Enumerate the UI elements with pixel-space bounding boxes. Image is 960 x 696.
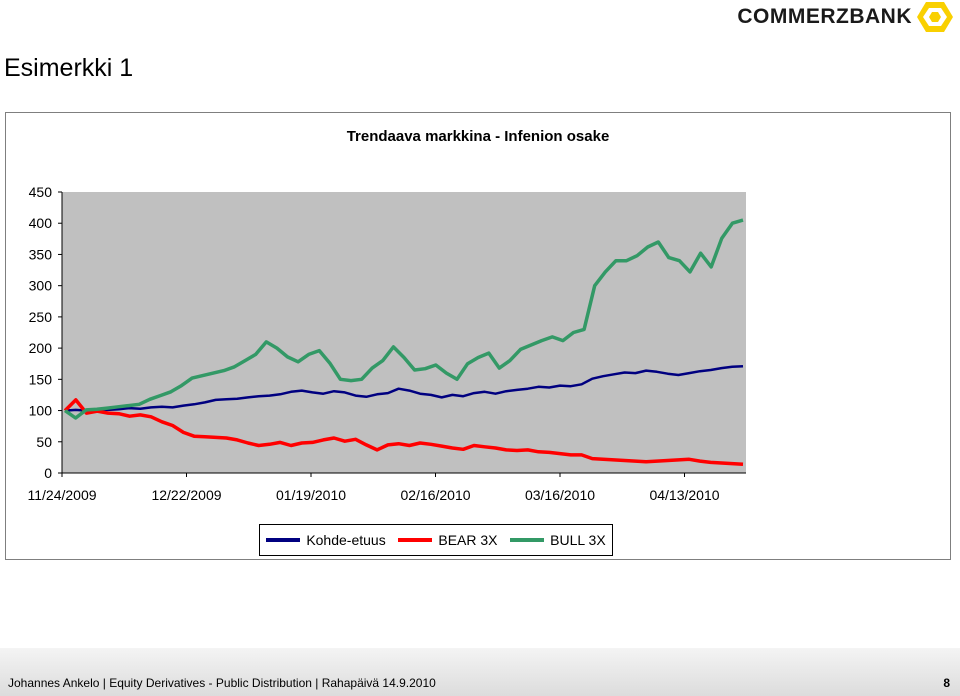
legend-label-bear-3x: BEAR 3X: [438, 532, 498, 548]
plot-area: [62, 192, 746, 473]
brand-header: COMMERZBANK: [737, 0, 954, 34]
commerzbank-ribbon-logo-icon: [917, 2, 953, 32]
series-line-bull-3x: [63, 218, 744, 420]
footer-bar: Johannes Ankelo | Equity Derivatives - P…: [0, 648, 960, 696]
x-tick-label: 03/16/2010: [525, 487, 595, 503]
footer-text: Johannes Ankelo | Equity Derivatives - P…: [8, 676, 436, 690]
y-tick-label: 350: [29, 246, 53, 262]
x-tick-label: 11/24/2009: [27, 487, 96, 503]
series-line-bear-3x: [63, 398, 744, 467]
legend-item-kohde-etuus: Kohde-etuus: [266, 532, 386, 548]
y-tick-label: 300: [29, 278, 53, 294]
x-tick-label: 02/16/2010: [400, 487, 470, 503]
legend-label-kohde-etuus: Kohde-etuus: [306, 532, 386, 548]
legend-item-bear-3x: BEAR 3X: [398, 532, 498, 548]
chart-legend: Kohde-etuus BEAR 3X BULL 3X: [259, 524, 613, 556]
page-number: 8: [943, 676, 950, 690]
y-tick-label: 450: [29, 184, 53, 200]
series-line-kohde-etuus: [64, 364, 744, 412]
legend-item-bull-3x: BULL 3X: [510, 532, 606, 548]
y-tick-label: 400: [29, 215, 53, 231]
y-tick-label: 250: [29, 309, 53, 325]
y-tick-label: 100: [29, 403, 53, 419]
y-tick-label: 50: [36, 434, 52, 450]
y-tick-label: 0: [44, 465, 52, 481]
line-chart: 0 50 100 150 200 250 300 350 400 450 11/24/2009 12/…: [27, 184, 746, 503]
legend-swatch-bull-3x: [510, 538, 545, 542]
legend-swatch-bear-3x: [398, 538, 433, 542]
x-tick-label: 12/22/2009: [151, 487, 221, 503]
chart-frame: Trendaava markkina - Infenion osake 0 50 1…: [5, 112, 951, 560]
slide-title: Esimerkki 1: [4, 54, 134, 82]
x-tick-label: 01/19/2010: [276, 487, 346, 503]
legend-swatch-kohde-etuus: [266, 538, 301, 542]
brand-name: COMMERZBANK: [737, 5, 912, 28]
y-tick-label: 150: [29, 371, 53, 387]
x-tick-label: 04/13/2010: [649, 487, 719, 503]
y-tick-label: 200: [29, 340, 53, 356]
legend-label-bull-3x: BULL 3X: [550, 532, 606, 548]
chart-title: Trendaava markkina - Infenion osake: [346, 128, 610, 145]
